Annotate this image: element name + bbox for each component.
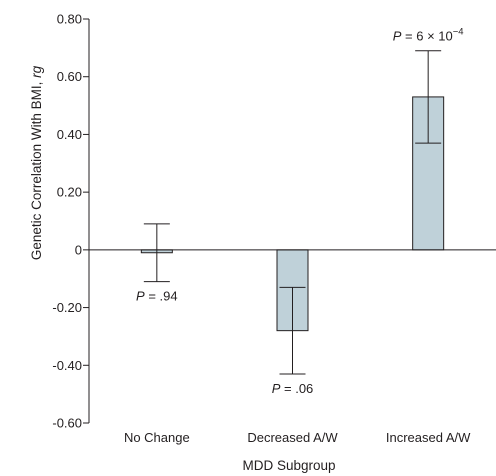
y-tick-label: -0.20 — [52, 300, 82, 315]
y-tick-label: 0.80 — [57, 12, 82, 27]
p-value-exponent: −4 — [453, 27, 464, 38]
y-axis-title-text: Genetic Correlation With BMI, — [29, 78, 44, 260]
p-value-label: P = .94 — [136, 289, 178, 304]
p-value-annotations: P = .94P = .06P = 6 × 10−4 — [136, 27, 464, 396]
p-symbol: P — [393, 29, 402, 44]
category-labels: No Change Decreased A/W Increased A/W — [124, 430, 471, 445]
category-label: No Change — [124, 430, 190, 445]
p-value-label: P = .06 — [272, 381, 314, 396]
y-tick-label: 0.60 — [57, 69, 82, 84]
p-value-label: P = 6 × 10−4 — [393, 27, 464, 44]
y-axis: 0.80 0.60 0.40 0.20 0 -0.20 -0.40 -0.60 — [52, 12, 90, 431]
y-tick-label: 0.20 — [57, 185, 82, 200]
y-tick-label: 0 — [75, 242, 82, 257]
category-label: Decreased A/W — [247, 430, 338, 445]
p-symbol: P — [136, 289, 145, 304]
y-axis-title-symbol: rg — [29, 65, 44, 77]
error-bars — [143, 50, 442, 375]
y-axis-title: Genetic Correlation With BMI, rg — [29, 65, 44, 260]
category-label: Increased A/W — [386, 430, 471, 445]
p-value-text: = .06 — [280, 381, 313, 396]
y-tick-label: 0.40 — [57, 127, 82, 142]
p-symbol: P — [272, 381, 281, 396]
p-value-text: = .94 — [145, 289, 178, 304]
y-tick-label: -0.60 — [52, 416, 82, 431]
p-value-text: = 6 × 10 — [401, 29, 452, 44]
y-tick-label: -0.40 — [52, 358, 82, 373]
x-axis-title: MDD Subgroup — [242, 458, 335, 473]
